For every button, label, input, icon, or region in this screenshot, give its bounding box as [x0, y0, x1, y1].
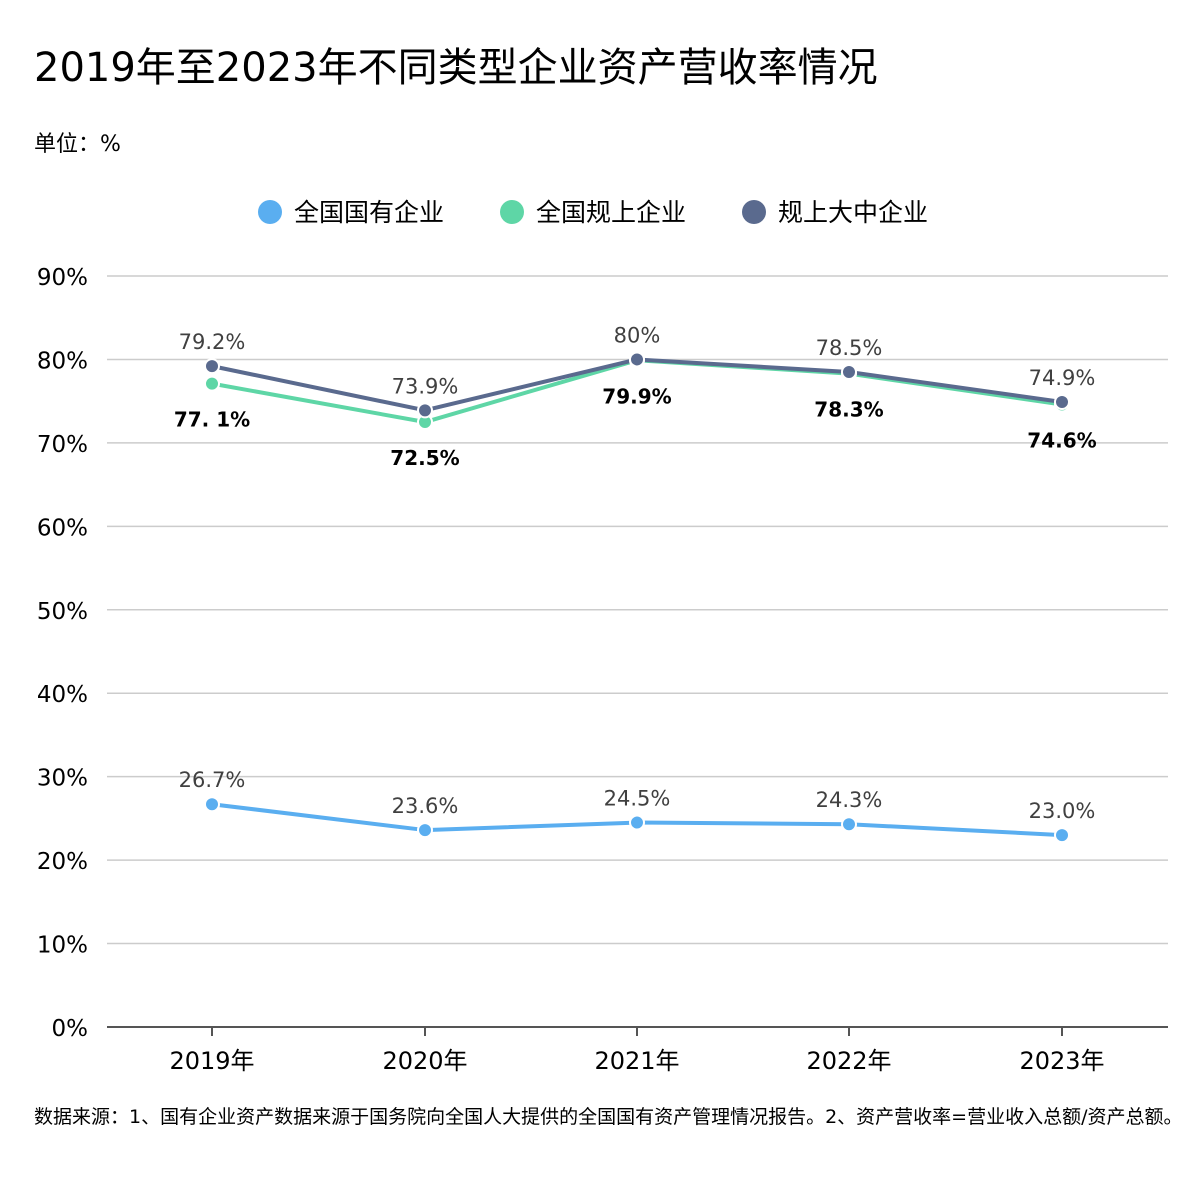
data-labels: 26.7% 23.6% 24.5% 24.3% 23.0% 77. 1% 72.5% 79.9…: [174, 323, 1097, 823]
series-group: [204, 351, 1070, 844]
data-label: 26.7%: [179, 768, 246, 792]
legend-marker: [500, 200, 524, 224]
y-tick-label: 30%: [37, 766, 88, 792]
y-tick-label: 50%: [37, 599, 88, 625]
y-tick-label: 10%: [37, 933, 88, 959]
data-label: 23.6%: [392, 794, 459, 818]
x-tick-label: 2023年: [1019, 1047, 1104, 1075]
data-point: [841, 816, 857, 833]
legend-label: 全国国有企业: [294, 198, 444, 227]
y-axis: 0% 10% 20% 30% 40% 50% 60% 70% 80% 90%: [37, 265, 88, 1042]
data-label: 77. 1%: [174, 408, 250, 432]
data-label: 80%: [614, 323, 661, 347]
data-label: 73.9%: [392, 374, 459, 398]
data-point: [1054, 394, 1070, 411]
x-axis: 2019年 2020年 2021年 2022年 2023年: [107, 1026, 1168, 1075]
data-label: 23.0%: [1029, 799, 1096, 823]
unit-label: 单位：%: [34, 132, 121, 157]
y-tick-label: 90%: [37, 265, 88, 291]
data-label: 24.5%: [604, 787, 671, 811]
x-tick-label: 2021年: [594, 1047, 679, 1075]
data-label: 24.3%: [816, 788, 883, 812]
data-label: 74.6%: [1027, 429, 1096, 453]
data-point: [204, 358, 220, 375]
data-point: [204, 375, 220, 392]
line-chart: 全国国有企业 全国规上企业 规上大中企业 0% 10% 20% 30% 40% 50% 60% 7…: [37, 198, 1168, 1075]
x-tick-label: 2020年: [382, 1047, 467, 1075]
data-label: 78.5%: [816, 336, 883, 360]
source-note: 数据来源：1、国有企业资产数据来源于国务院向全国人大提供的全国国有资产管理情况报…: [34, 1106, 1183, 1128]
data-label: 79.2%: [179, 330, 246, 354]
data-point: [1054, 827, 1070, 844]
data-label: 74.9%: [1029, 366, 1096, 390]
data-point: [629, 814, 645, 831]
data-point: [417, 822, 433, 839]
data-point: [417, 402, 433, 419]
chart-title: 2019年至2023年不同类型企业资产营收率情况: [34, 45, 878, 91]
data-point: [204, 796, 220, 813]
legend: 全国国有企业 全国规上企业 规上大中企业: [258, 198, 928, 227]
y-tick-label: 40%: [37, 682, 88, 708]
legend-label: 规上大中企业: [778, 198, 928, 227]
data-label: 79.9%: [602, 384, 671, 408]
data-point: [841, 363, 857, 380]
y-tick-label: 60%: [37, 515, 88, 541]
y-tick-label: 80%: [37, 348, 88, 374]
data-point: [629, 351, 645, 368]
y-tick-label: 70%: [37, 432, 88, 458]
y-tick-label: 20%: [37, 849, 88, 875]
x-tick-label: 2022年: [806, 1047, 891, 1075]
legend-marker: [258, 200, 282, 224]
y-tick-label: 0%: [52, 1016, 89, 1042]
legend-label: 全国规上企业: [536, 198, 686, 227]
x-tick-label: 2019年: [169, 1047, 254, 1075]
data-label: 72.5%: [390, 446, 459, 470]
legend-marker: [742, 200, 766, 224]
data-label: 78.3%: [814, 398, 883, 422]
